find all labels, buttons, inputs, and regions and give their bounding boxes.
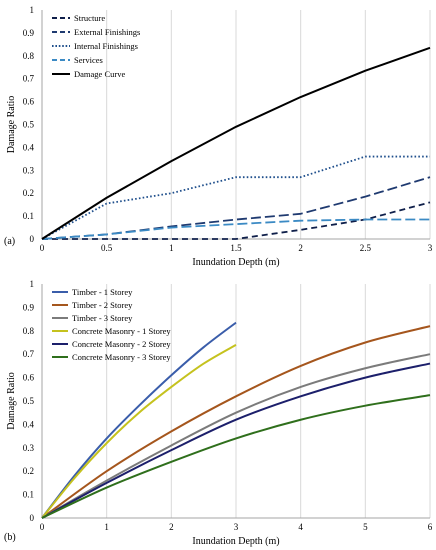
series-line — [41, 321, 237, 519]
panel-a-damage-components-chart: 0 0.5 1 1.5 2 2.5 3 0 0.1 0.2 0.3 0.4 0.5 0.6 0.7 0.8 0.… — [4, 5, 433, 268]
x-tick-label: 0 — [40, 522, 45, 532]
y-tick-label: 0.7 — [23, 74, 35, 84]
y-tick-label: 0.9 — [23, 28, 35, 38]
x-axis-title: Inundation Depth (m) — [192, 257, 279, 268]
x-tick-label: 2.5 — [360, 243, 372, 253]
x-tick-label: 1 — [169, 243, 174, 253]
x-tick-label: 3 — [234, 522, 239, 532]
y-tick-label: 0.6 — [23, 373, 35, 383]
y-tick-label: 0.3 — [23, 165, 35, 175]
x-tick-label: 2 — [298, 243, 303, 253]
legend-label: Damage Curve — [74, 69, 125, 79]
x-tick-label: 0.5 — [101, 243, 113, 253]
y-tick-label: 0.4 — [23, 419, 35, 429]
panel-label: (b) — [4, 532, 16, 543]
x-tick-label: 2 — [169, 522, 174, 532]
x-tick-label: 0 — [40, 243, 45, 253]
series-line — [41, 155, 430, 240]
y-tick-label: 0.1 — [23, 490, 34, 500]
x-tick-label: 1.5 — [230, 243, 242, 253]
panel-b-building-types-chart: 0 1 2 3 4 5 6 0 0.1 0.2 0.3 0.4 0.5 0.6 0.7 0.8 0.9 1 Inun… — [4, 279, 433, 547]
x-tick-label: 1 — [104, 522, 109, 532]
y-tick-label: 0.3 — [23, 443, 35, 453]
y-tick-label: 0.6 — [23, 97, 35, 107]
y-tick-label: 0.2 — [23, 466, 34, 476]
y-tick-label: 0.5 — [23, 120, 35, 130]
y-tick-label: 0.2 — [23, 188, 34, 198]
series-line — [41, 218, 430, 240]
y-axis-title: Damage Ratio — [6, 96, 17, 153]
y-tick-label: 0.9 — [23, 302, 35, 312]
y-tick-label: 0.1 — [23, 211, 34, 221]
y-tick-label: 0.7 — [23, 349, 35, 359]
series-line — [41, 46, 431, 240]
y-tick-label: 0.8 — [23, 51, 35, 61]
y-tick-label: 0.8 — [23, 326, 35, 336]
legend-label: Timber - 2 Storey — [72, 300, 133, 310]
series-line — [41, 325, 431, 519]
x-axis-title: Inundation Depth (m) — [192, 536, 279, 547]
panel-label: (a) — [4, 236, 15, 247]
y-tick-label: 1 — [30, 5, 35, 15]
x-tick-label: 3 — [428, 243, 433, 253]
x-tick-label: 5 — [363, 522, 368, 532]
legend-label: Timber - 1 Storey — [72, 287, 133, 297]
legend-label: Concrete Masonry - 3 Storey — [72, 352, 171, 362]
series-line — [41, 343, 237, 519]
x-tick-label: 4 — [298, 522, 303, 532]
y-axis-title: Damage Ratio — [6, 372, 17, 429]
legend-label: Concrete Masonry - 2 Storey — [72, 339, 171, 349]
series-line — [41, 353, 431, 519]
legend-label: Structure — [74, 13, 105, 23]
y-tick-label: 0 — [30, 234, 35, 244]
y-tick-label: 0 — [30, 513, 35, 523]
series-line — [41, 394, 431, 519]
legend-label: Concrete Masonry - 1 Storey — [72, 326, 171, 336]
legend-label: Timber - 3 Storey — [72, 313, 133, 323]
x-tick-label: 6 — [428, 522, 433, 532]
y-tick-label: 1 — [30, 279, 35, 289]
y-tick-label: 0.4 — [23, 142, 35, 152]
series-line — [41, 362, 431, 519]
legend-label: Internal Finishings — [74, 41, 138, 51]
legend-label: Services — [74, 55, 103, 65]
y-tick-label: 0.5 — [23, 396, 35, 406]
legend-label: External Finishings — [74, 27, 140, 37]
